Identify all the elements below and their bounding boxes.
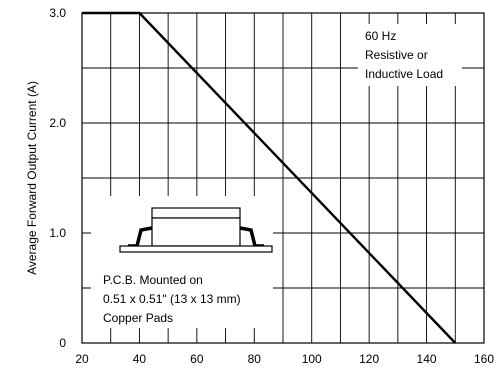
load-annotation-line-3: Inductive Load [365, 67, 443, 81]
x-tick-label: 60 [190, 352, 204, 366]
mount-annotation-line-1: P.C.B. Mounted on [103, 273, 203, 287]
x-tick-label: 160 [474, 352, 494, 366]
x-tick-label: 100 [302, 352, 322, 366]
plot-frame [81, 12, 485, 344]
x-tick-label: 20 [75, 352, 89, 366]
mount-annotation-line-2: 0.51 x 0.51" (13 x 13 mm) [103, 292, 241, 306]
pcb-package-icon [119, 207, 273, 253]
y-tick-label: 2.0 [49, 116, 66, 130]
load-annotation-bg [358, 24, 462, 86]
load-annotation-line-2: Resistive or [365, 48, 428, 62]
load-annotation-line-1: 60 Hz [365, 29, 396, 43]
x-tick-label: 140 [417, 352, 437, 366]
y-tick-label: 0 [59, 336, 66, 350]
x-tick-label: 80 [248, 352, 262, 366]
y-axis-label: Average Forward Output Current (A) [25, 81, 39, 275]
mount-annotation-line-3: Copper Pads [103, 311, 173, 325]
x-tick-label: 40 [133, 352, 147, 366]
y-tick-label: 1.0 [49, 226, 66, 240]
tick-labels: 20 40 60 80 100 120 140 160 0 1.0 2.0 3.0 [49, 6, 494, 366]
y-tick-label: 3.0 [49, 6, 66, 20]
x-tick-label: 120 [359, 352, 379, 366]
